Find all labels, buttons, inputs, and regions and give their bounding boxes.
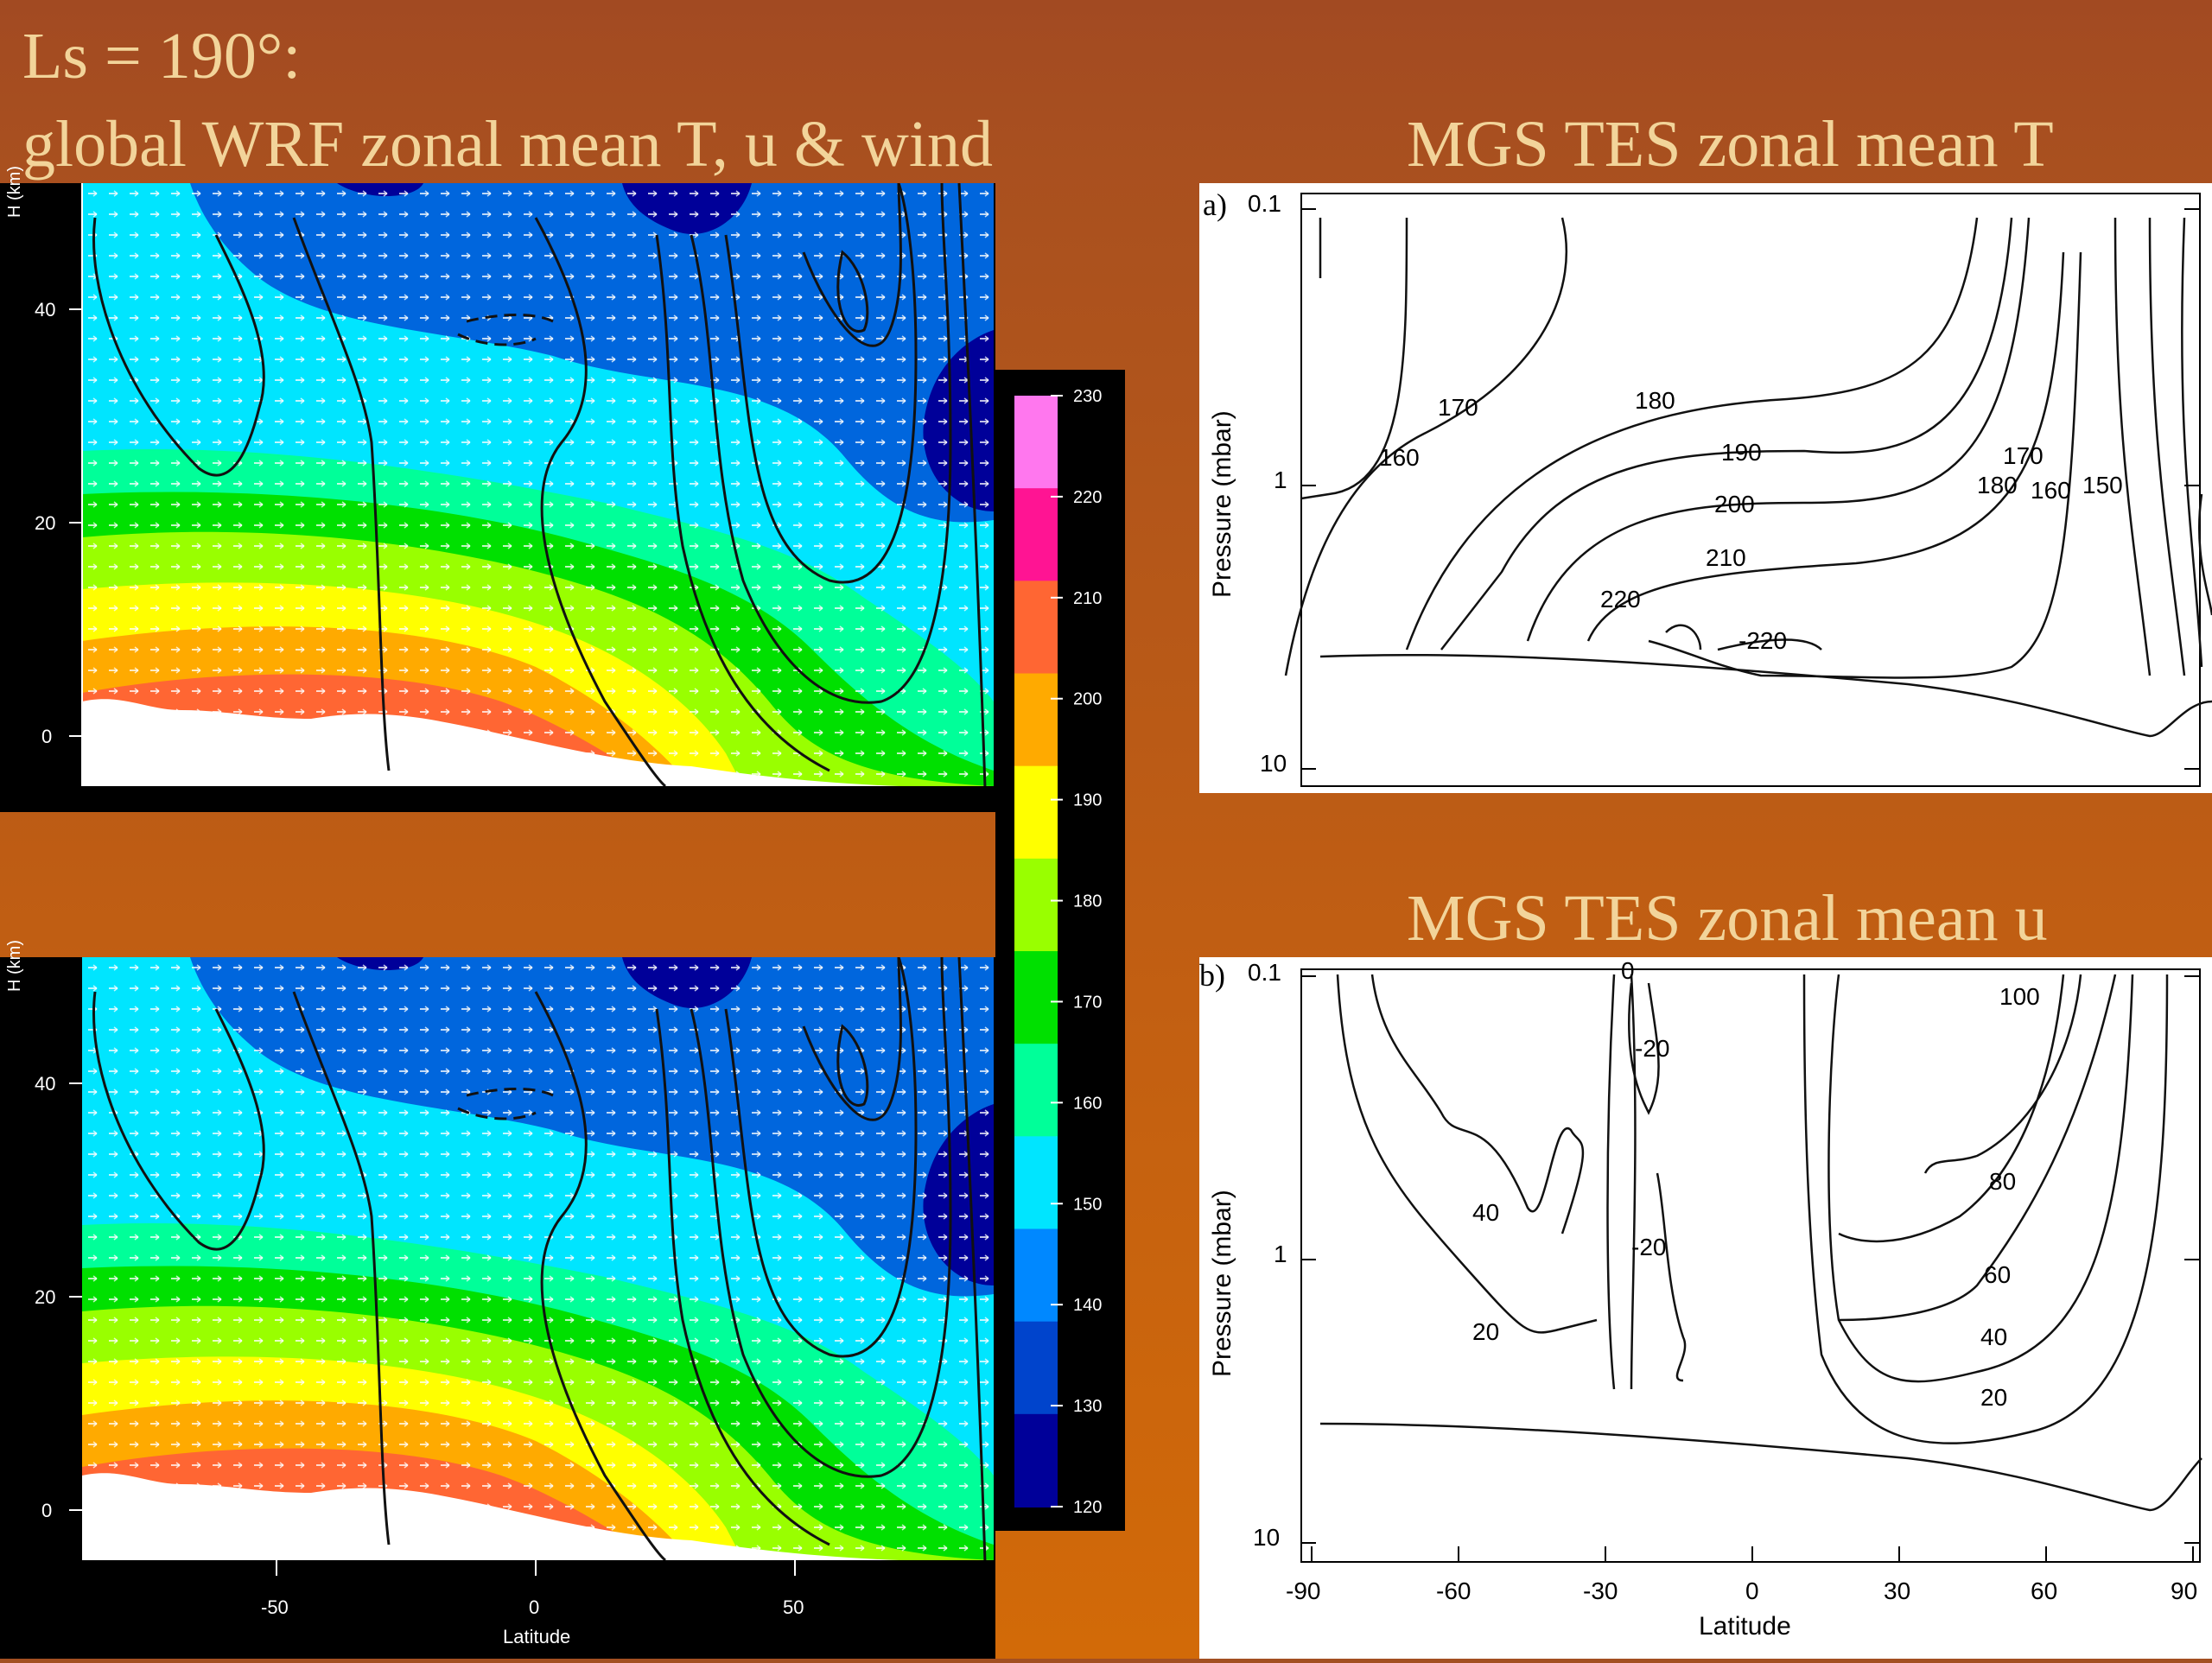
wrf-top-plot [69, 183, 994, 786]
colorbar-swatch [1014, 673, 1058, 767]
tes-u-xtick--90: -90 [1286, 1577, 1321, 1604]
tes-u-ytick-10: 10 [1253, 1524, 1281, 1551]
tes-t-ytick-0.1: 0.1 [1248, 190, 1281, 217]
tes-u-panel-label: b) [1199, 958, 1225, 993]
tes-u-plot [1300, 968, 2202, 1563]
tes-t-panel: a) Pressure (mbar) 0.1 1 10 170 160 180 … [1199, 183, 2212, 793]
colorbar: 230 220 210 200 190 180 170 160 150 140 130 120 [1014, 387, 1102, 1517]
tes-t-contour-label-200: 200 [1714, 491, 1755, 517]
wrf-top-ytick-0: 0 [41, 726, 53, 747]
wrf-bottom-xtick-m50: -50 [261, 1596, 289, 1618]
tes-t-contour-label-170b: 170 [2003, 442, 2044, 469]
tes-t-contour-label-180b: 180 [1977, 472, 2018, 498]
colorbar-swatch [1014, 858, 1058, 952]
wrf-bottom-panel: H (km) 0 20 40 -50 0 50 Latitude [0, 940, 995, 1659]
tes-u-panel: b) Pressure (mbar) 0.1 1 10 -90 -60 -30 … [1199, 957, 2212, 1659]
tes-u-contour-label-0: 0 [1621, 957, 1635, 984]
colorbar-tick-label: 150 [1073, 1195, 1102, 1214]
tes-u-ytick-1: 1 [1274, 1241, 1287, 1267]
tes-u-xlabel: Latitude [1699, 1612, 1791, 1641]
colorbar-tick-label: 120 [1073, 1498, 1102, 1517]
tes-u-xtick-0: 0 [1745, 1577, 1759, 1604]
tes-u-contour-label-40: 40 [1472, 1199, 1500, 1226]
wrf-bottom-xlabel: Latitude [503, 1626, 571, 1647]
colorbar-tick-label: 210 [1073, 589, 1102, 608]
colorbar-tick-label: 140 [1073, 1296, 1102, 1315]
colorbar-tick-label: 190 [1073, 791, 1102, 810]
tes-t-contour-label-160b: 160 [2031, 477, 2071, 504]
wrf-top-panel: H (km) 0 20 40 [0, 166, 995, 812]
tes-t-ytick-10: 10 [1260, 750, 1287, 777]
tes-t-panel-label: a) [1203, 187, 1227, 222]
tes-t-contour-label-180: 180 [1635, 387, 1675, 414]
wrf-top-ytick-40: 40 [35, 299, 56, 321]
tes-u-contour-label-80: 80 [1989, 1168, 2017, 1195]
colorbar-swatch [1014, 1044, 1058, 1138]
colorbar-swatch [1014, 581, 1058, 675]
tes-t-ylabel: Pressure (mbar) [1208, 410, 1236, 598]
tes-u-contour-label--20b: -20 [1631, 1234, 1667, 1260]
tes-t-contour-label-220: 220 [1600, 586, 1641, 613]
colorbar-tick-label: 160 [1073, 1094, 1102, 1113]
colorbar-swatch [1014, 951, 1058, 1045]
wrf-top-ytick-20: 20 [35, 512, 56, 534]
tes-t-contour-label-190: 190 [1721, 439, 1762, 466]
wrf-top-ylabel: H (km) [5, 166, 24, 218]
tes-t-contour-label-220b: -220 [1738, 627, 1788, 654]
tes-u-contour-label-60: 60 [1984, 1261, 2012, 1288]
colorbar-swatch [1014, 765, 1058, 860]
tes-u-ytick-0.1: 0.1 [1248, 959, 1281, 986]
colorbar-swatch [1014, 1321, 1058, 1415]
tes-u-contour-label-40b: 40 [1980, 1323, 2008, 1350]
tes-t-contour-label-170: 170 [1438, 394, 1478, 421]
colorbar-tick-label: 130 [1073, 1397, 1102, 1416]
colorbar-swatch [1014, 1136, 1058, 1230]
colorbar-tick-label: 230 [1073, 387, 1102, 406]
tes-t-contour-label-150: 150 [2082, 472, 2123, 498]
wrf-bottom-ylabel: H (km) [5, 940, 24, 992]
colorbar-swatch [1014, 396, 1058, 490]
colorbar-tick-label: 180 [1073, 892, 1102, 911]
colorbar-swatch [1014, 1413, 1058, 1507]
colorbar-swatch [1014, 488, 1058, 582]
wrf-bottom-xtick-50: 50 [783, 1596, 804, 1618]
wrf-bottom-plot [69, 957, 994, 1659]
tes-u-contour-label--20a: -20 [1635, 1035, 1670, 1062]
tes-wind-title: MGS TES zonal mean u [1407, 882, 2048, 955]
tes-temperature-title: MGS TES zonal mean T [1407, 108, 2054, 181]
tes-u-xtick-60: 60 [2031, 1577, 2058, 1604]
tes-t-plot [1284, 193, 2212, 787]
wrf-bottom-ytick-0: 0 [41, 1500, 53, 1521]
slide-title-line1: Ls = 190°: [22, 20, 302, 92]
topography [82, 699, 899, 786]
tes-u-contour-label-100: 100 [1999, 983, 2040, 1010]
wrf-bottom-xtick-0: 0 [529, 1596, 540, 1618]
tes-t-ytick-1: 1 [1274, 467, 1287, 493]
colorbar-tick-label: 170 [1073, 993, 1102, 1012]
tes-u-xtick--30: -30 [1583, 1577, 1618, 1604]
colorbar-tick-label: 200 [1073, 690, 1102, 709]
wrf-bottom-ytick-20: 20 [35, 1286, 56, 1308]
tes-t-contour-label-160: 160 [1379, 444, 1420, 471]
colorbar-tick-label: 220 [1073, 488, 1102, 507]
colorbar-swatch [1014, 1228, 1058, 1323]
slide-title-line2: global WRF zonal mean T, u & wind [22, 108, 993, 181]
tes-u-contour-label-20b: 20 [1980, 1384, 2008, 1411]
tes-u-xtick-90: 90 [2171, 1577, 2198, 1604]
wrf-bottom-ytick-40: 40 [35, 1073, 56, 1095]
tes-u-xtick-30: 30 [1884, 1577, 1911, 1604]
tes-t-contour-label-210: 210 [1706, 544, 1746, 571]
tes-u-xtick--60: -60 [1436, 1577, 1471, 1604]
tes-u-contour-label-20a: 20 [1472, 1318, 1500, 1345]
tes-u-ylabel: Pressure (mbar) [1208, 1190, 1236, 1377]
colorbar-panel: 230 220 210 200 190 180 170 160 150 140 130 120 [995, 370, 1125, 1531]
